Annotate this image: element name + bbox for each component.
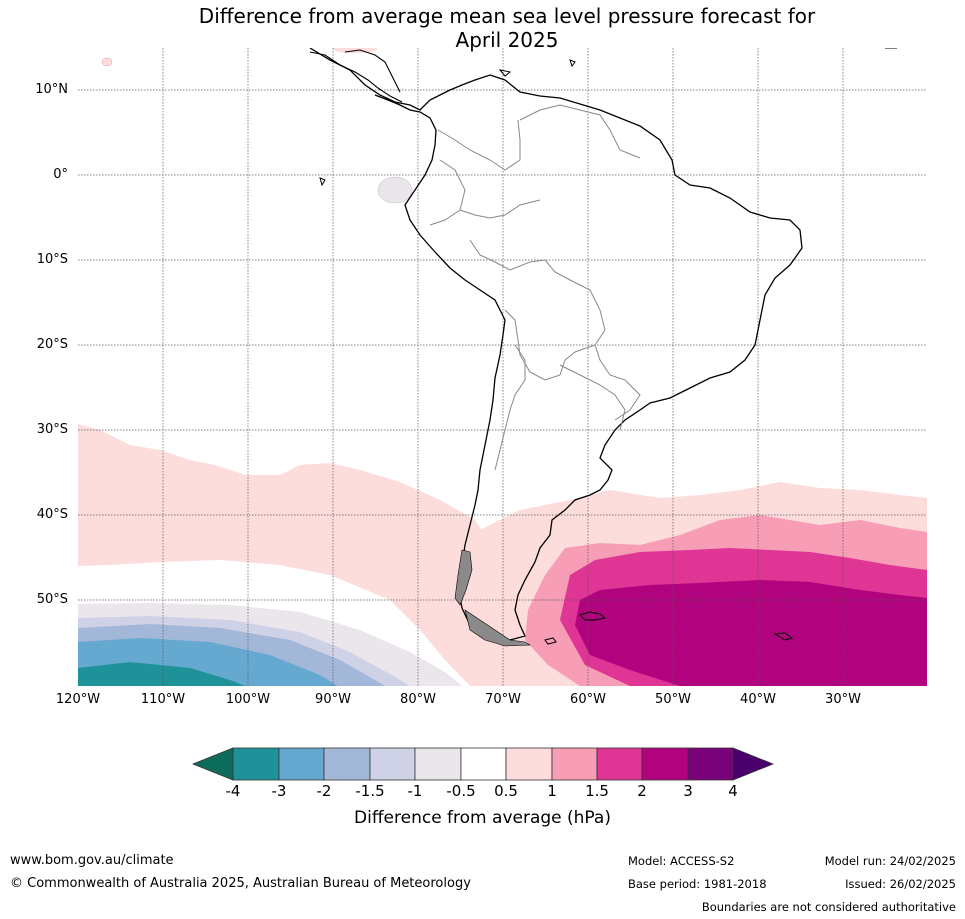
colorbar-lt-1.5 bbox=[323, 747, 371, 781]
country-borders bbox=[429, 104, 641, 471]
colorbar-tick-1: 1 bbox=[547, 782, 557, 800]
central-america-coastline bbox=[309, 49, 403, 103]
colorbar-gt-3 bbox=[687, 747, 734, 781]
colorbar-tick-m4: -4 bbox=[225, 782, 241, 800]
anomaly-gt-0.5-west bbox=[78, 424, 560, 686]
colorbar-title: Difference from average (hPa) bbox=[354, 808, 611, 828]
lon-label-40w: 40°W bbox=[740, 692, 776, 707]
lon-label-80w: 80°W bbox=[400, 692, 436, 707]
colorbar-gt-0.5 bbox=[505, 747, 553, 781]
colorbar-gt-1 bbox=[551, 747, 598, 781]
fjord-islands bbox=[454, 549, 532, 647]
lat-label-50s: 50°S bbox=[36, 592, 68, 607]
colorbar-lt-2 bbox=[278, 747, 325, 781]
lon-label-110w: 110°W bbox=[140, 692, 186, 707]
colorbar-tick-1.5: 1.5 bbox=[585, 782, 609, 800]
colorbar-gt-1.5 bbox=[596, 747, 643, 781]
colorbar-lt-3 bbox=[232, 747, 280, 781]
lon-label-70w: 70°W bbox=[485, 692, 521, 707]
anomaly-patch-equator bbox=[377, 176, 413, 204]
chart-title-line2: April 2025 bbox=[455, 28, 559, 52]
graticule bbox=[78, 48, 927, 686]
footer-model: Model: ACCESS-S2 bbox=[628, 854, 735, 868]
colorbar-tick-4: 4 bbox=[728, 782, 738, 800]
anomaly-patch-nw bbox=[101, 57, 113, 67]
colorbar-tick-m1.5: -1.5 bbox=[355, 782, 385, 800]
lat-label-10n: 10°N bbox=[35, 82, 68, 97]
lon-label-120w: 120°W bbox=[55, 692, 101, 707]
colorbar-tick-m0.5: -0.5 bbox=[446, 782, 476, 800]
lon-label-100w: 100°W bbox=[225, 692, 271, 707]
colorbar-below-min bbox=[191, 747, 234, 781]
footer-url[interactable]: www.bom.gov.au/climate bbox=[10, 853, 174, 868]
footer-issued: Issued: 26/02/2025 bbox=[845, 877, 956, 891]
lat-label-10s: 10°S bbox=[36, 252, 68, 267]
colorbar-neutral bbox=[460, 747, 507, 781]
colorbar-tick-m3: -3 bbox=[271, 782, 287, 800]
lat-label-20s: 20°S bbox=[36, 337, 68, 352]
lat-label-40s: 40°S bbox=[36, 507, 68, 522]
colorbar-tick-m2: -2 bbox=[316, 782, 332, 800]
lon-label-30w: 30°W bbox=[825, 692, 861, 707]
colorbar-tick-3: 3 bbox=[683, 782, 693, 800]
colorbar-lt-1 bbox=[369, 747, 416, 781]
footer-copyright: © Commonwealth of Australia 2025, Austra… bbox=[10, 876, 471, 891]
anomaly-lt-3 bbox=[78, 662, 245, 686]
lon-label-50w: 50°W bbox=[655, 692, 691, 707]
lon-label-60w: 60°W bbox=[570, 692, 606, 707]
lat-label-30s: 30°S bbox=[36, 422, 68, 437]
colorbar-tick-2: 2 bbox=[637, 782, 647, 800]
lat-label-0: 0° bbox=[53, 167, 68, 182]
colorbar-lt-0.5 bbox=[414, 747, 462, 781]
lon-label-90w: 90°W bbox=[315, 692, 351, 707]
colorbar-tick-m1: -1 bbox=[407, 782, 423, 800]
colorbar-above-max bbox=[732, 747, 775, 781]
colorbar-gt-2 bbox=[641, 747, 689, 781]
chart-title: Difference from average mean sea level p… bbox=[0, 4, 965, 52]
anomaly-gt-2 bbox=[575, 580, 927, 686]
chart-title-line1: Difference from average mean sea level p… bbox=[198, 4, 816, 28]
south-america-coastline bbox=[309, 48, 803, 643]
islands bbox=[319, 48, 897, 645]
colorbar-tick-0.5: 0.5 bbox=[494, 782, 518, 800]
footer-base-period: Base period: 1981-2018 bbox=[628, 877, 767, 891]
footer-model-run: Model run: 24/02/2025 bbox=[824, 854, 956, 868]
footer-disclaimer: Boundaries are not considered authoritat… bbox=[701, 900, 956, 914]
